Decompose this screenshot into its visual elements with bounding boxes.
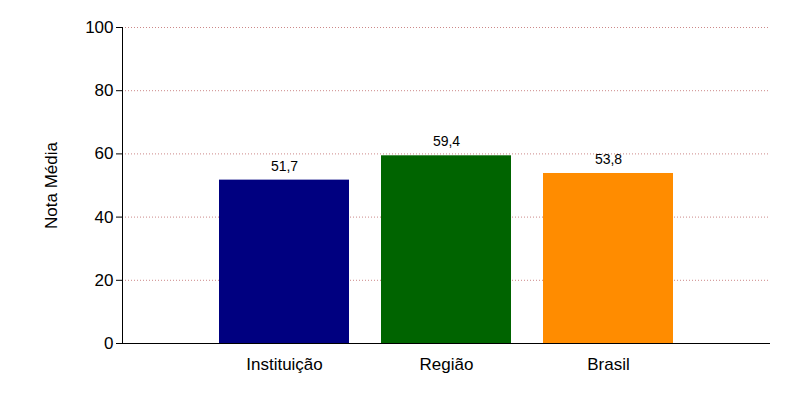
svg-text:40: 40 xyxy=(95,208,114,227)
svg-text:0: 0 xyxy=(104,334,113,353)
svg-text:Brasil: Brasil xyxy=(587,355,630,374)
svg-text:Nota Média: Nota Média xyxy=(42,141,61,228)
svg-text:51,7: 51,7 xyxy=(271,158,298,174)
svg-text:100: 100 xyxy=(85,18,113,37)
svg-text:Região: Região xyxy=(420,355,474,374)
svg-text:20: 20 xyxy=(95,271,114,290)
svg-text:60: 60 xyxy=(95,144,114,163)
svg-text:59,4: 59,4 xyxy=(433,133,460,149)
svg-text:80: 80 xyxy=(95,81,114,100)
svg-text:53,8: 53,8 xyxy=(595,151,622,167)
svg-text:Instituição: Instituição xyxy=(246,355,323,374)
